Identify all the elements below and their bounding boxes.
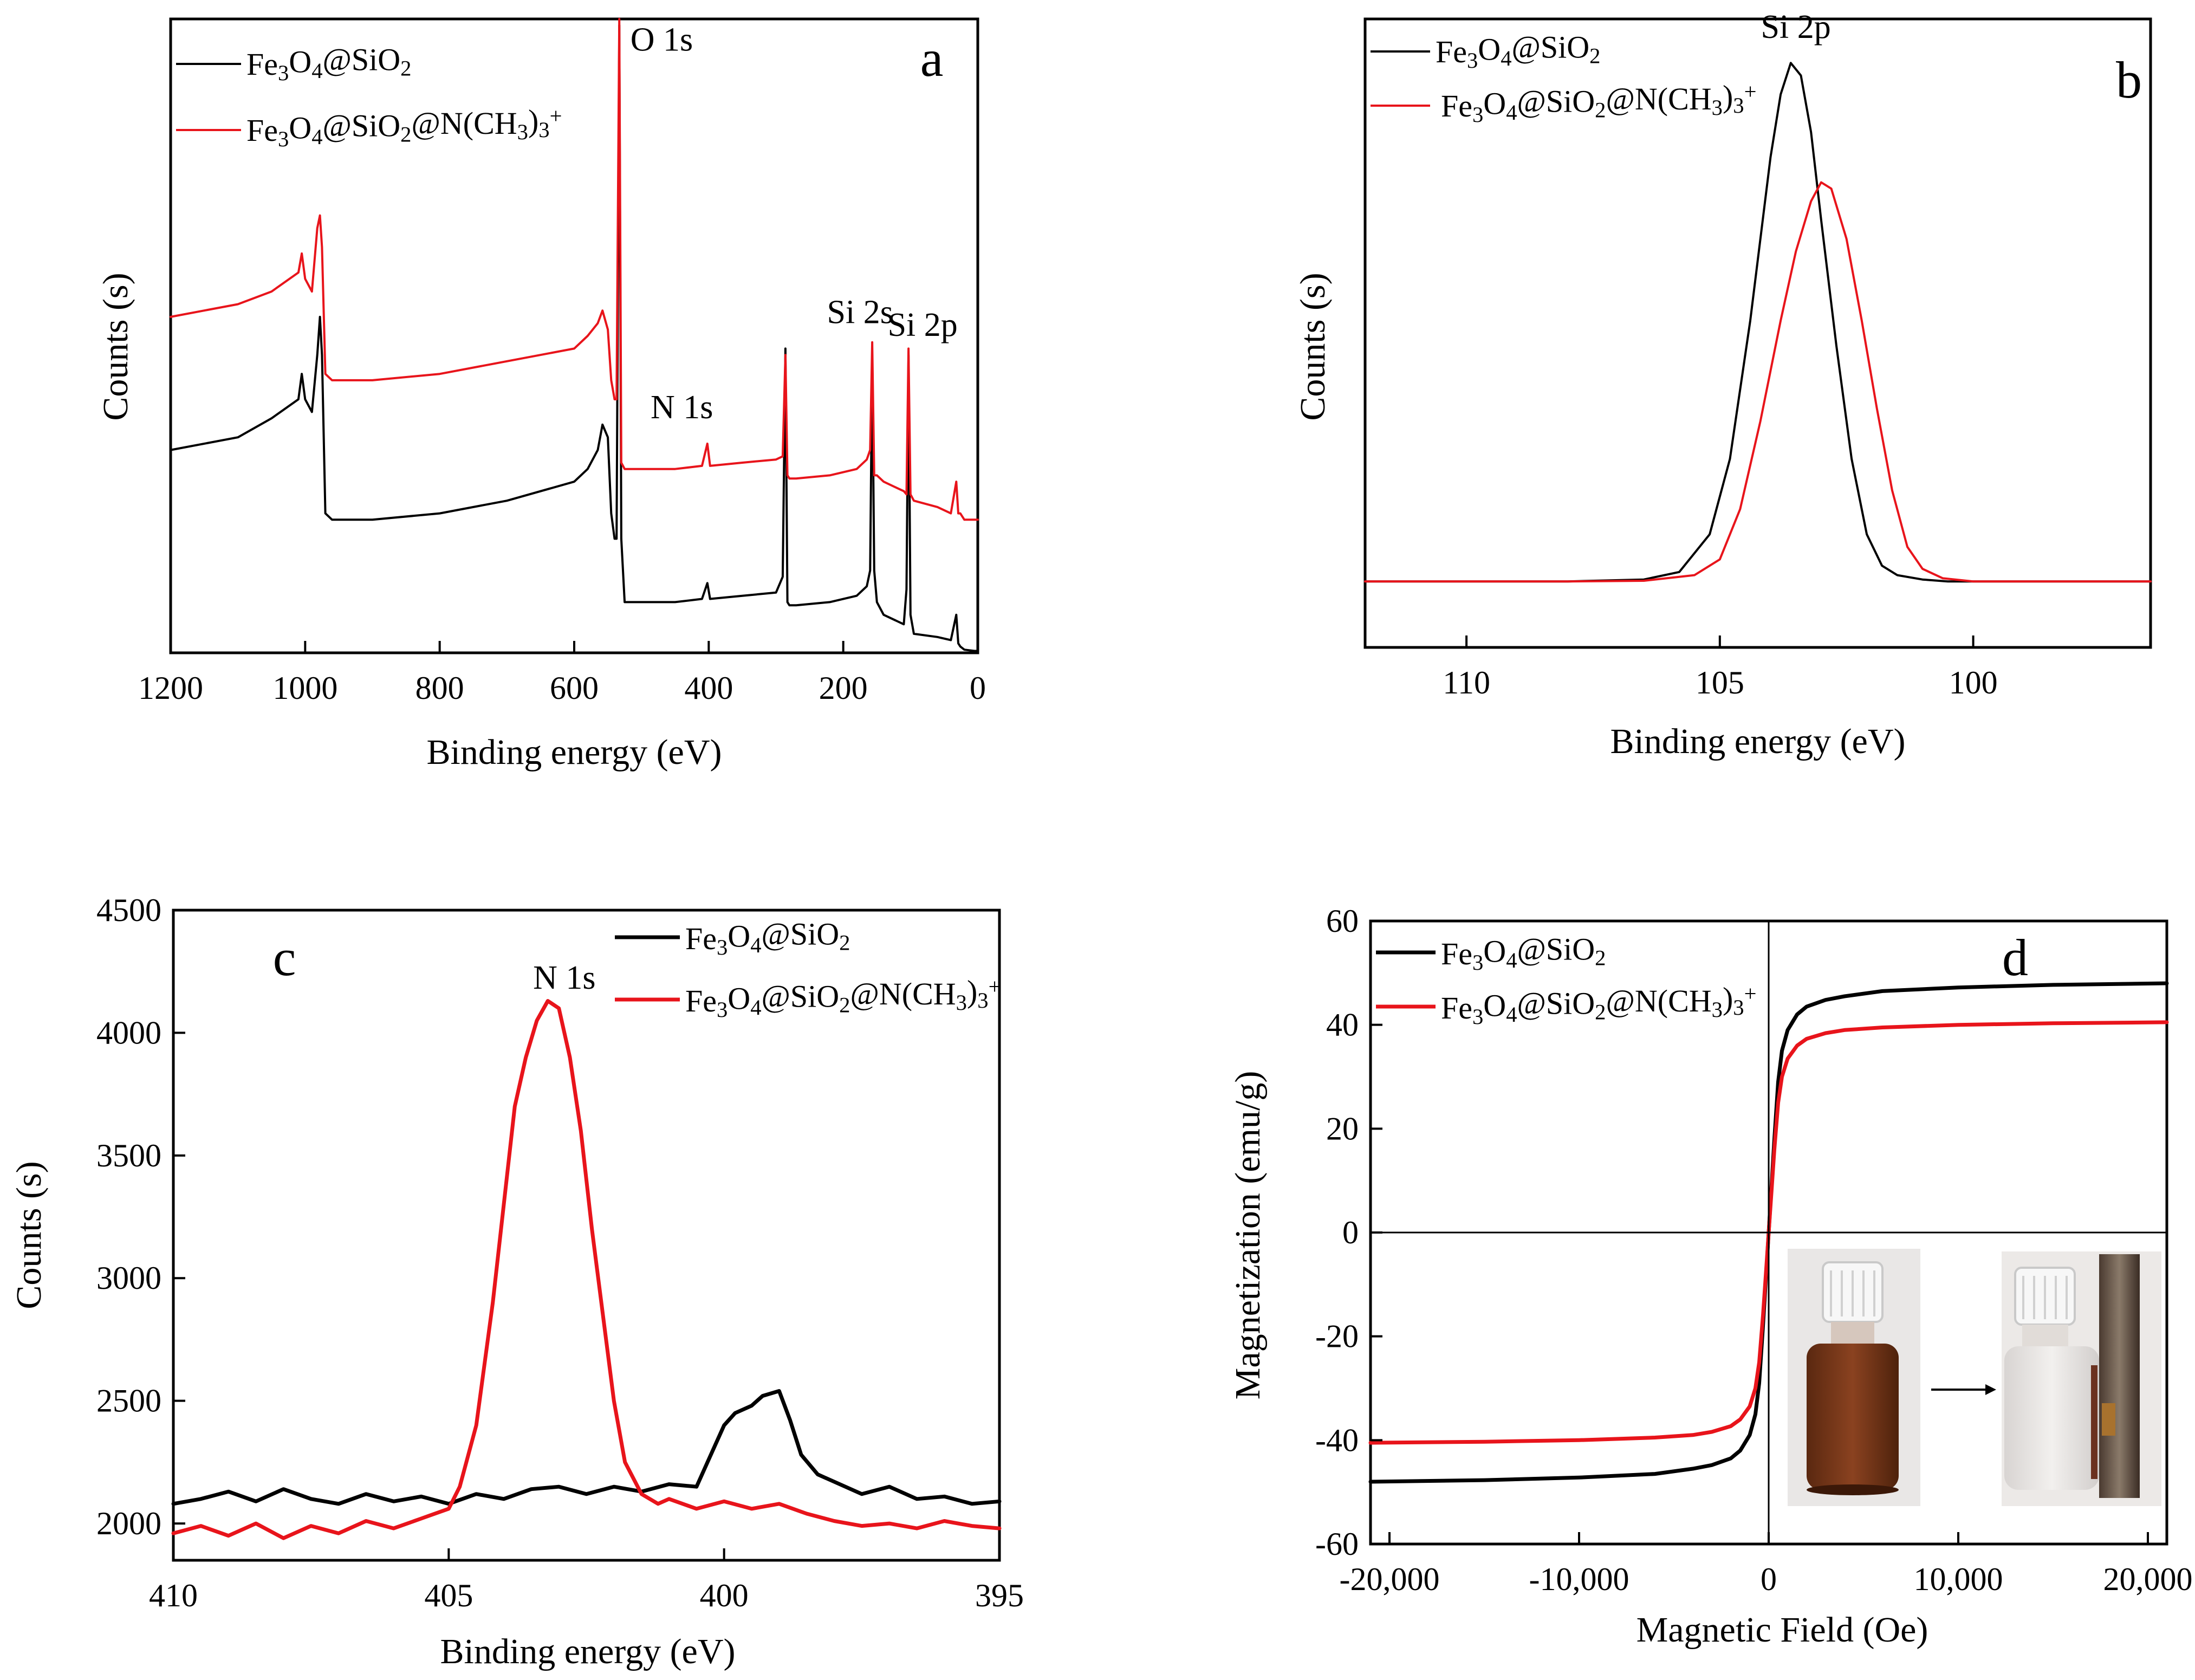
panel-b-annotations: Si 2p xyxy=(1761,9,1831,46)
panel-b-legend: Fe3O4@SiO2 Fe3O4@SiO2@N(CH3)3+ xyxy=(1371,29,1756,127)
panel-a-series-fe3o4-sio2-n-ch3-3-line xyxy=(170,18,979,521)
panel-c-y-tick-label: 3000 xyxy=(96,1260,161,1296)
panel-b-x-tick-label: 105 xyxy=(1696,665,1744,700)
bottle-separated-icon xyxy=(2002,1251,2161,1506)
panel-b-peak-annotation: Si 2p xyxy=(1761,9,1831,46)
panel-a-x-tick-label: 200 xyxy=(819,670,868,706)
panel-c-x-tick-label: 405 xyxy=(424,1578,473,1613)
panel-d-x-axis-title: Magnetic Field (Oe) xyxy=(1636,1610,1928,1650)
panel-b-x-tick-label: 100 xyxy=(1949,665,1998,700)
panel-b-x-ticks: 110 105 100 xyxy=(1443,635,1998,700)
panel-b-series xyxy=(1364,62,2152,583)
panel-d-legend-label-b: Fe3O4@SiO2@N(CH3)3+ xyxy=(1441,981,1756,1029)
panel-a-peak-annotation: Si 2p xyxy=(888,307,958,343)
panel-a-x-tick-label: 1200 xyxy=(138,670,203,706)
panel-b-y-axis-title: Counts (s) xyxy=(1293,273,1333,420)
panel-c-series-fe3o4-sio2-n-ch3-3-line xyxy=(171,999,1002,1540)
panel-c-x-tick-label: 395 xyxy=(975,1578,1024,1613)
panel-b-letter: b xyxy=(2116,51,2142,109)
panel-a-peak-annotation: Si 2s xyxy=(827,294,893,331)
panel-b-x-axis-title: Binding energy (eV) xyxy=(1610,722,1906,761)
panel-c-ticks: 410 405 400 395 2000 2500 3000 3500 4000 4500 xyxy=(96,892,1024,1613)
panel-d-y-axis-title: Magnetization (emu/g) xyxy=(1228,1071,1268,1400)
panel-d-magnetization-curve: -20,000 -10,000 0 10,000 20,000 -60 -40 -20 0 20 4… xyxy=(1228,903,2193,1650)
panel-d-y-tick-label: 0 xyxy=(1342,1215,1359,1250)
panel-a-x-tick-label: 400 xyxy=(684,670,733,706)
panel-a-legend-label-a: Fe3O4@SiO2 xyxy=(246,42,411,85)
panel-d-x-tick-label: 20,000 xyxy=(2103,1561,2193,1597)
panel-c-legend-label-a: Fe3O4@SiO2 xyxy=(685,916,850,959)
panel-a-series xyxy=(170,18,979,652)
panel-a-legend: Fe3O4@SiO2 Fe3O4@SiO2@N(CH3)3+ xyxy=(176,42,562,151)
panel-d-x-tick-label: -20,000 xyxy=(1340,1561,1440,1597)
panel-b-legend-label-b: Fe3O4@SiO2@N(CH3)3+ xyxy=(1441,79,1756,127)
panel-d-inset-photo xyxy=(1788,1249,2161,1506)
bottle-dispersed-icon xyxy=(1788,1249,1920,1506)
panel-c-letter: c xyxy=(273,929,296,987)
panel-c-y-tick-label: 3500 xyxy=(96,1138,161,1173)
panel-c-legend-label-b: Fe3O4@SiO2@N(CH3)3+ xyxy=(685,974,1001,1022)
panel-c-plot-frame xyxy=(172,909,1001,1562)
panel-c-y-tick-label: 4500 xyxy=(96,892,161,928)
panel-b-legend-label-a: Fe3O4@SiO2 xyxy=(1436,29,1600,73)
panel-a-letter: a xyxy=(920,29,944,87)
panel-d-y-tick-label: 20 xyxy=(1326,1111,1359,1146)
panel-c-x-axis-title: Binding energy (eV) xyxy=(440,1632,736,1671)
panel-a-x-tick-label: 0 xyxy=(970,670,986,706)
panel-d-legend: Fe3O4@SiO2 Fe3O4@SiO2@N(CH3)3+ xyxy=(1376,931,1756,1029)
panel-c-y-tick-label: 2000 xyxy=(96,1506,161,1541)
panel-a-x-tick-label: 600 xyxy=(550,670,599,706)
panel-a-x-tick-label: 800 xyxy=(415,670,464,706)
panel-a-peak-annotation: O 1s xyxy=(631,22,693,59)
panel-d-y-tick-label: -60 xyxy=(1315,1526,1359,1562)
panel-c-legend: Fe3O4@SiO2 Fe3O4@SiO2@N(CH3)3+ xyxy=(615,916,1001,1022)
panel-d-x-tick-label: 0 xyxy=(1761,1561,1777,1597)
panel-a-x-tick-label: 1000 xyxy=(272,670,337,706)
panel-b-x-tick-label: 110 xyxy=(1443,665,1490,700)
panel-b-series-fe3o4-sio2-n-ch3-3-line xyxy=(1364,181,2152,583)
panel-a-legend-label-b: Fe3O4@SiO2@N(CH3)3+ xyxy=(246,103,562,152)
panel-c-annotations: N 1s xyxy=(533,959,595,996)
panel-d-x-tick-label: -10,000 xyxy=(1529,1561,1629,1597)
panel-a-x-axis-title: Binding energy (eV) xyxy=(427,732,722,772)
panel-a-peak-annotation: N 1s xyxy=(651,389,713,426)
panel-d-letter: d xyxy=(2002,929,2028,987)
panel-c-series-fe3o4-sio2-line xyxy=(171,1389,1002,1506)
panel-d-legend-label-a: Fe3O4@SiO2 xyxy=(1441,931,1606,975)
panel-b-si2p-spectrum: 110 105 100 Si 2p b Binding energy (eV) Co… xyxy=(1293,9,2152,761)
panel-a-y-axis-title: Counts (s) xyxy=(96,273,135,420)
panel-d-y-tick-label: 40 xyxy=(1326,1007,1359,1043)
panel-c-x-tick-label: 410 xyxy=(149,1578,198,1613)
panel-b-plot-frame xyxy=(1363,17,2152,649)
arrow-right-icon xyxy=(1931,1384,1996,1395)
panel-d-x-tick-label: 10,000 xyxy=(1914,1561,2003,1597)
panel-d-y-tick-label: -40 xyxy=(1315,1422,1359,1458)
panel-c-y-tick-label: 2500 xyxy=(96,1383,161,1419)
panel-c-x-tick-label: 400 xyxy=(700,1578,749,1613)
panel-d-y-tick-label: -20 xyxy=(1315,1319,1359,1354)
panel-a-x-ticks: 1200 1000 800 600 400 200 0 xyxy=(138,641,986,706)
panel-d-y-tick-label: 60 xyxy=(1326,903,1359,939)
panel-c-n1s-spectrum: 410 405 400 395 2000 2500 3000 3500 4000 4500 N 1… xyxy=(9,892,1024,1671)
panel-c-series xyxy=(171,999,1002,1540)
panel-d-ticks: -20,000 -10,000 0 10,000 20,000 -60 -40 -20 0 20 4… xyxy=(1315,903,2192,1597)
panel-b-series-fe3o4-sio2-line xyxy=(1364,62,2152,583)
panel-c-y-axis-title: Counts (s) xyxy=(9,1161,49,1309)
panel-c-y-tick-label: 4000 xyxy=(96,1015,161,1050)
panel-c-peak-annotation: N 1s xyxy=(533,959,595,996)
